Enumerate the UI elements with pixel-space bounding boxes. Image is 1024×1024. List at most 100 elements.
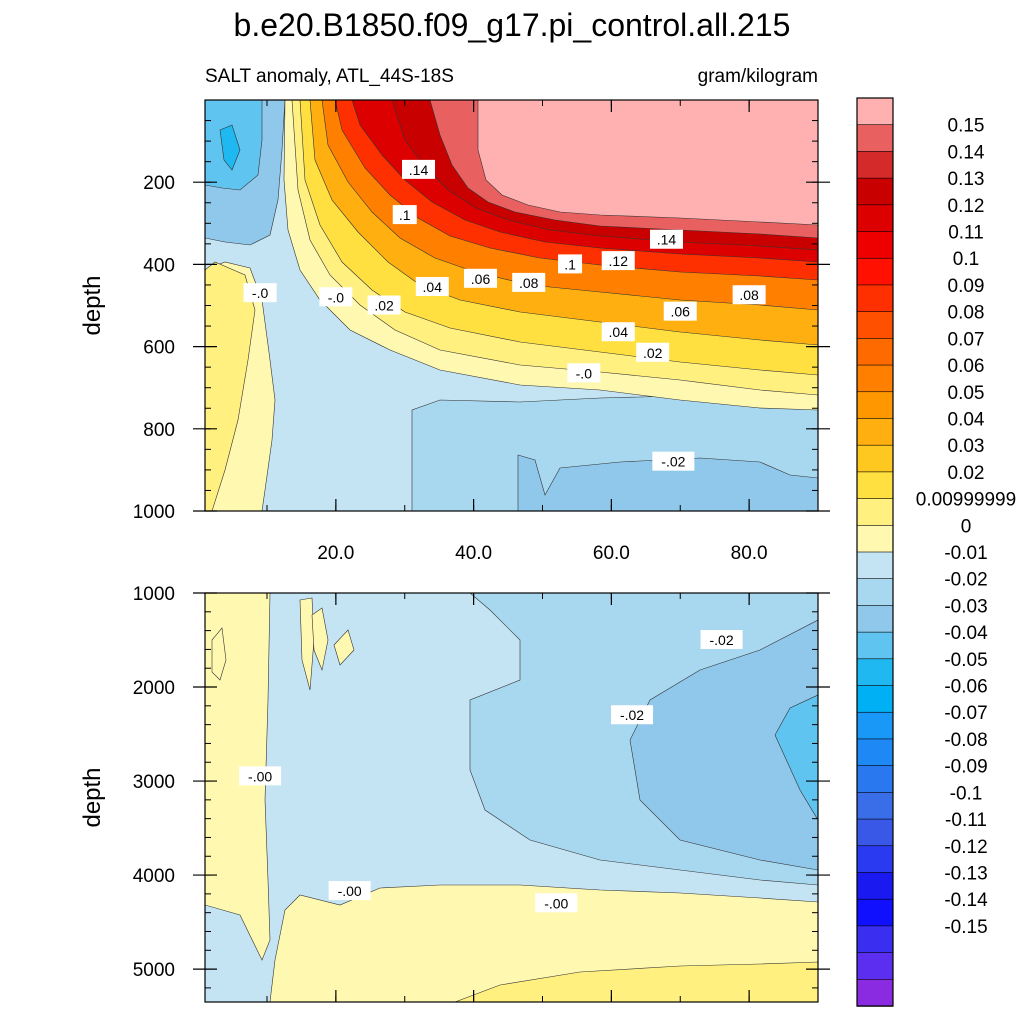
contour-label: -.0 <box>567 363 601 383</box>
colorbar-label: 0.04 <box>948 409 985 430</box>
lower-region-left-positive <box>205 593 271 961</box>
svg-text:-.02: -.02 <box>661 454 685 470</box>
colorbar-label: 0.13 <box>948 169 985 190</box>
colorbar-swatch <box>856 631 894 660</box>
colorbar-swatch <box>856 872 894 900</box>
colorbar-label: -0.05 <box>944 650 987 671</box>
colorbar-swatch <box>856 898 894 927</box>
colorbar-swatch <box>856 177 894 206</box>
colorbar-swatch <box>856 551 894 580</box>
svg-text:.1: .1 <box>564 256 576 272</box>
x-tick-label: 80.0 <box>731 543 768 564</box>
lower-region-strong-negative <box>629 619 818 871</box>
y-axis-label: depth <box>79 275 106 335</box>
colorbar-label: -0.12 <box>944 837 987 858</box>
colorbar-swatch <box>856 151 894 179</box>
colorbar-label: 0.14 <box>948 142 985 163</box>
colorbar-swatch <box>856 845 894 874</box>
colorbar-swatch <box>856 391 894 420</box>
upper-panel-field <box>205 100 818 511</box>
colorbar-swatch <box>856 792 894 820</box>
colorbar-swatch <box>856 471 894 500</box>
colorbar-label: 0.15 <box>948 116 985 137</box>
colorbar-label: 0.02 <box>948 463 985 484</box>
svg-text:-.0: -.0 <box>328 289 345 305</box>
lower-region-bottom-strong-positive <box>454 961 818 1002</box>
colorbar-swatch <box>856 204 894 233</box>
colorbar-swatch <box>856 578 894 607</box>
contour-label: .14 <box>402 159 436 179</box>
colorbar-label: -0.06 <box>944 677 987 698</box>
upper-region-max-positive <box>477 100 818 226</box>
colorbar-swatch <box>856 284 894 313</box>
colorbar-swatch <box>856 711 894 740</box>
lower-region-left-island-2 <box>299 597 315 691</box>
colorbar-label: -0.11 <box>945 810 987 831</box>
contour-label: .1 <box>558 254 583 274</box>
colorbar-label: -0.08 <box>944 730 987 751</box>
colorbar-label: 0.08 <box>948 303 985 324</box>
colorbar-label: 0.1 <box>953 249 979 270</box>
colorbar-label: -0.09 <box>944 757 987 778</box>
colorbar-label: 0 <box>961 516 972 537</box>
svg-text:.04: .04 <box>423 279 443 295</box>
lower-region-left-island-1 <box>211 627 227 681</box>
colorbar-label: 0.11 <box>948 223 984 244</box>
colorbar-swatch <box>856 925 894 954</box>
colorbar-label: -0.07 <box>944 703 987 724</box>
colorbar-label: 0.00999999 <box>916 490 1016 511</box>
contour-label: -.02 <box>611 705 654 725</box>
contour-label: -.02 <box>700 630 743 650</box>
y-tick-label: 3000 <box>133 772 175 793</box>
colorbar-label: -0.03 <box>944 596 987 617</box>
contour-label: .14 <box>649 229 683 249</box>
colorbar-swatch <box>856 952 894 980</box>
svg-text:.14: .14 <box>409 162 429 178</box>
colorbar-label: 0.05 <box>948 383 985 404</box>
lower-region-core-negative <box>774 694 818 821</box>
contour-label: -.00 <box>535 893 578 913</box>
chart-units: gram/kilogram <box>698 66 818 87</box>
svg-text:-.02: -.02 <box>620 707 644 723</box>
contour-label: .04 <box>415 277 449 297</box>
colorbar-label: 0.06 <box>948 356 985 377</box>
colorbar-label: -0.14 <box>944 890 988 911</box>
colorbar-swatch <box>856 444 894 473</box>
y-tick-label: 4000 <box>133 866 175 887</box>
y-tick-label: 1000 <box>133 584 175 605</box>
lower-panel-field <box>205 593 818 1002</box>
contour-label: -.00 <box>239 766 282 786</box>
upper-region-left-strong-positive <box>205 261 256 511</box>
colorbar-swatch <box>856 978 894 1007</box>
colorbar-swatch <box>856 97 894 126</box>
lower-region-left-island-4 <box>333 629 355 666</box>
colorbar-label: -0.1 <box>950 783 983 804</box>
svg-text:.04: .04 <box>609 324 629 340</box>
axes: 20.0 40.0 60.0 80.0 200 400 600 800 1000 depth 100… <box>79 99 830 1002</box>
y-tick-label: 600 <box>143 338 175 359</box>
y-tick-label: 1000 <box>133 502 175 523</box>
svg-text:-.02: -.02 <box>710 632 734 648</box>
svg-text:.06: .06 <box>471 271 491 287</box>
svg-text:.02: .02 <box>374 298 394 314</box>
svg-text:.12: .12 <box>609 253 629 269</box>
contour-label: .04 <box>601 322 635 342</box>
svg-text:-.0: -.0 <box>576 365 593 381</box>
colorbar-swatch <box>856 311 894 340</box>
svg-text:.02: .02 <box>643 345 663 361</box>
contour-label: -.00 <box>328 881 371 901</box>
colorbar-swatch <box>856 524 894 553</box>
x-tick-label: 40.0 <box>455 543 492 564</box>
upper-region-left-core-negative <box>219 124 241 171</box>
chart-subtitle-left: SALT anomaly, ATL_44S-18S <box>205 66 454 87</box>
contour-label: .12 <box>601 251 635 271</box>
contour-labels: .14 .1 .14 .12 .1 .08 .06 .04 .02 -.0 -.0 .08 .06 .04… <box>239 159 766 913</box>
chart-title: b.e20.B1850.f09_g17.pi_control.all.215 <box>234 7 791 43</box>
x-tick-label: 60.0 <box>593 543 630 564</box>
contour-label: .08 <box>512 272 546 292</box>
lower-region-left-island-3 <box>311 607 329 672</box>
contour-label: .1 <box>392 205 417 225</box>
colorbar-swatch <box>856 124 894 153</box>
colorbar: 0.15 0.14 0.13 0.12 0.11 0.1 0.09 0.08 0.07 0.06 0… <box>856 97 1016 1007</box>
